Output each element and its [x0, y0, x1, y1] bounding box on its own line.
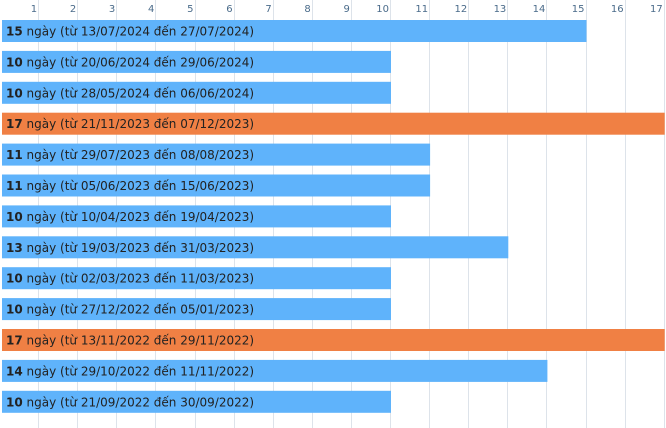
bar-label: 10 ngày (từ 02/03/2023 đến 11/03/2023): [6, 272, 254, 286]
bar: [2, 20, 587, 42]
x-tick-label: 11: [415, 4, 428, 15]
x-tick-label: 9: [344, 4, 350, 15]
x-tick-label: 10: [376, 4, 389, 15]
x-tick-label: 3: [109, 4, 115, 15]
bar-label: 10 ngày (từ 27/12/2022 đến 05/01/2023): [6, 303, 254, 317]
x-tick-label: 2: [70, 4, 76, 15]
bar: [2, 50, 391, 73]
x-axis-ticks: 1 2 3 4 5 6 7 8 9 10 11 12 13 14 15 16 17: [31, 4, 663, 15]
bar: [2, 236, 509, 259]
x-tick-label: 13: [494, 4, 507, 15]
bar-label: 10 ngày (từ 28/05/2024 đến 06/06/2024): [6, 86, 254, 100]
x-tick-label: 15: [572, 4, 585, 15]
bar-label: 10 ngày (từ 10/04/2023 đến 19/04/2023): [6, 210, 254, 224]
x-tick-label: 6: [226, 4, 232, 15]
x-tick-label: 7: [265, 4, 271, 15]
bar-label: 15 ngày (từ 13/07/2024 đến 27/07/2024): [6, 25, 254, 39]
bar-label: 17 ngày (từ 21/11/2023 đến 07/12/2023): [6, 117, 254, 131]
bar-label: 11 ngày (từ 29/07/2023 đến 08/08/2023): [6, 148, 254, 162]
bar: [2, 81, 391, 104]
bar: [2, 143, 431, 166]
bar-longest: [2, 329, 665, 351]
bar-label: 10 ngày (từ 20/06/2024 đến 29/06/2024): [6, 55, 254, 69]
bar: [2, 390, 391, 413]
bar: [2, 174, 431, 197]
bar-label: 11 ngày (từ 05/06/2023 đến 15/06/2023): [6, 179, 254, 193]
bars: 15 ngày (từ 13/07/2024 đến 27/07/2024) 10…: [2, 20, 665, 413]
x-tick-label: 16: [611, 4, 624, 15]
x-tick-label: 8: [304, 4, 310, 15]
bar-longest: [2, 112, 665, 135]
bar-label: 10 ngày (từ 21/09/2022 đến 30/09/2022): [6, 395, 254, 409]
bar: [2, 267, 391, 290]
bar-label: 13 ngày (từ 19/03/2023 đến 31/03/2023): [6, 241, 254, 255]
x-tick-label: 12: [454, 4, 467, 15]
x-tick-label: 17: [650, 4, 663, 15]
x-tick-label: 4: [148, 4, 154, 15]
x-tick-label: 5: [187, 4, 193, 15]
bar-label: 14 ngày (từ 29/10/2022 đến 11/11/2022): [6, 364, 254, 378]
bar-label: 17 ngày (từ 13/11/2022 đến 29/11/2022): [6, 334, 254, 348]
x-tick-label: 14: [533, 4, 546, 15]
bar: [2, 298, 391, 321]
bar: [2, 359, 548, 382]
x-tick-label: 1: [31, 4, 37, 15]
bar: [2, 205, 391, 228]
